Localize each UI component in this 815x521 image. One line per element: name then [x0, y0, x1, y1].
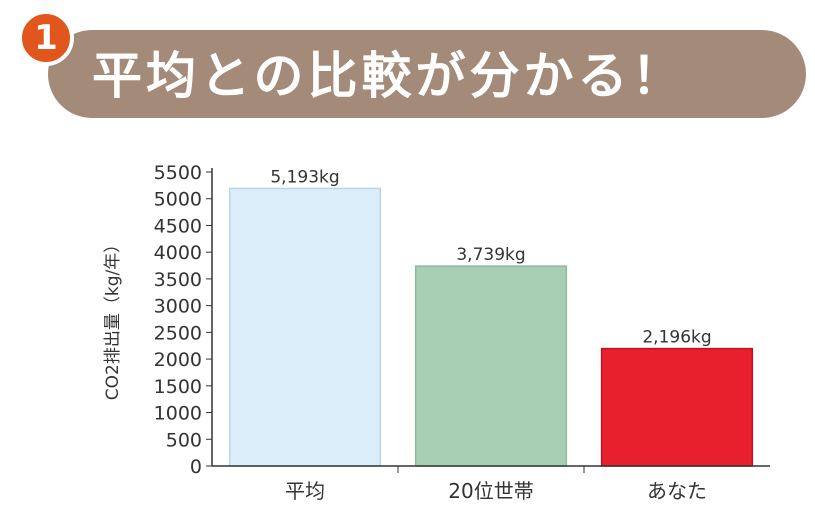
y-tick-label: 0	[190, 456, 202, 478]
step-number-badge: 1	[18, 10, 74, 66]
bar-2	[414, 265, 568, 467]
data-label: 2,196kg	[642, 328, 711, 348]
y-tick-label: 1500	[154, 376, 202, 398]
y-tick-label: 4500	[154, 215, 202, 237]
labels-layer: 平均 5,193kg 20位世帯 3,739kg あなた 2,196kg	[270, 167, 711, 503]
x-tick-label: 20位世帯	[448, 479, 533, 503]
data-label: 3,739kg	[456, 245, 525, 265]
y-tick-label: 4000	[154, 242, 202, 264]
data-label: 5,193kg	[270, 167, 339, 187]
page-title: 平均との比較が分かる！	[92, 47, 686, 105]
y-tick-label: 500	[166, 429, 202, 451]
y-tick-label: 3500	[154, 269, 202, 291]
bars-layer	[228, 187, 754, 467]
y-tick-label: 5000	[154, 189, 202, 211]
bar-3	[600, 347, 754, 467]
y-axis-title: CO2排出量（kg/年）	[103, 236, 123, 400]
y-tick-label: 1000	[154, 403, 202, 425]
bar-1	[228, 187, 382, 467]
axis-layer: 0 500 1000 1500 2000 2500 3000 3500 4000 4500 5000…	[154, 162, 770, 478]
y-tick-label: 3000	[154, 296, 202, 318]
header-banner	[48, 30, 806, 118]
x-tick-label: あなた	[647, 479, 707, 503]
y-tick-label: 2000	[154, 349, 202, 371]
x-tick-label: 平均	[285, 479, 325, 503]
y-tick-label: 5500	[154, 162, 202, 184]
y-tick-label: 2500	[154, 322, 202, 344]
